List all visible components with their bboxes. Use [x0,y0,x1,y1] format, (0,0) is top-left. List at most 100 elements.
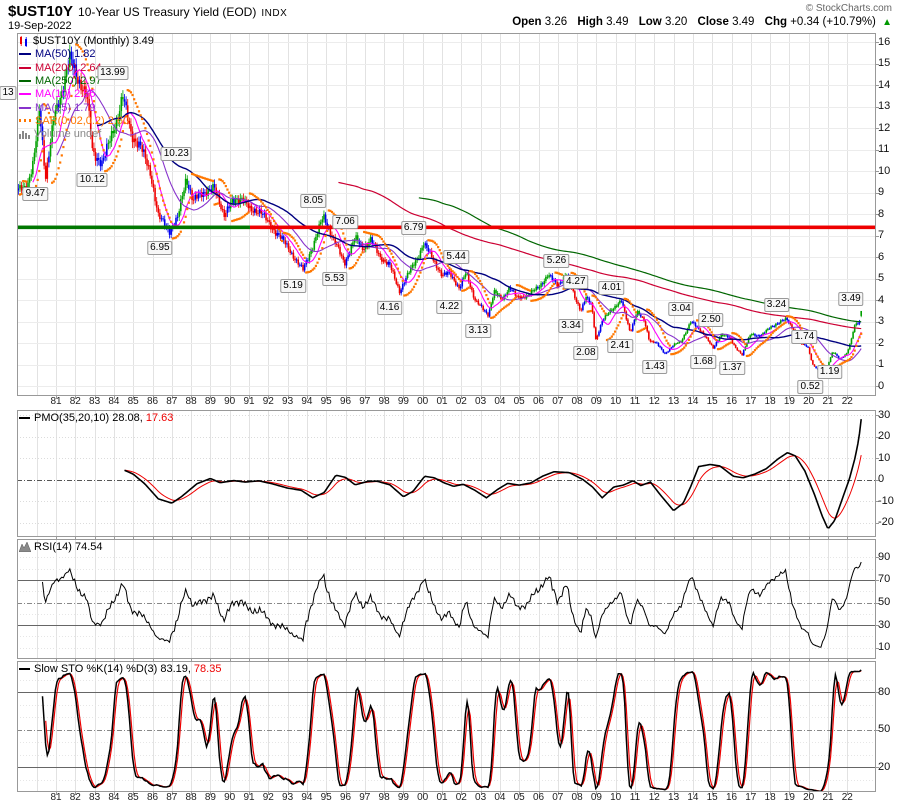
year-label: 86 [146,395,159,407]
year-label: 01 [436,395,448,407]
y-axis-label: 6 [878,250,885,263]
legend-item-sar00202: SAR(0.02,0.2) 2.60 [19,115,129,128]
year-label: 07 [552,792,564,803]
price-annotation: 5.26 [543,254,570,269]
year-label: 07 [552,395,564,407]
year-label: 82 [69,395,81,407]
y-axis-label: 20 [878,430,891,442]
legend-item-ma250: MA(250) 2.97 [19,75,102,88]
y-axis-label: 14 [878,78,891,91]
line-swatch-icon [19,106,31,109]
sto-d-value: 78.35 [193,663,222,675]
legend-item-ust10y: $UST10Y (Monthly) 3.49 [19,35,154,48]
mountain-icon [19,542,31,553]
year-label: 15 [706,792,718,803]
year-label: 89 [204,395,216,407]
line-swatch-icon [19,417,30,420]
year-label: 97 [359,792,371,803]
y-axis-label: 20 [878,760,891,773]
y-axis-label: 0 [878,473,885,485]
year-label: 97 [359,395,371,407]
year-label: 85 [127,395,139,407]
price-annotation: 1.74 [791,329,818,344]
line-swatch-icon [19,79,31,82]
close-value: 3.49 [732,16,755,28]
header: $UST10Y 10-Year US Treasury Yield (EOD) IN… [8,3,287,21]
legend-label: MA(50) 1.82 [35,48,96,61]
line-swatch-icon [19,668,30,671]
year-label: 90 [224,792,236,803]
year-label: 15 [706,395,718,407]
price-annotation: 4.16 [376,301,403,316]
y-axis-label: 10 [878,451,891,464]
year-label: 08 [571,395,583,407]
legend-label: MA(250) 2.97 [35,74,102,87]
year-label: 00 [417,792,429,803]
year-label: 83 [89,395,101,407]
y-axis-label: 12 [878,121,891,134]
y-axis-label: 30 [878,408,891,421]
candlestick-icon [20,35,27,47]
year-label: 03 [475,792,487,803]
price-annotation: 5.44 [443,250,469,265]
year-label: 09 [590,792,602,803]
year-label: 89 [204,792,216,803]
price-annotation: 3.04 [668,301,694,316]
year-label: 13 [668,792,680,803]
price-annotation: 5.19 [280,279,306,294]
price-annotation: 6.79 [400,221,427,236]
year-label: 88 [185,792,197,803]
legend-label: Volume undef [34,128,102,141]
year-label: 14 [687,792,699,803]
year-label: 12 [648,395,660,407]
year-label: 92 [262,792,274,803]
price-annotation: 3.49 [838,292,864,307]
year-label: 95 [320,792,332,803]
year-label: 18 [764,395,776,407]
year-label: 88 [185,395,197,407]
quote-line: Open 3.26 High 3.49 Low 3.20 Close 3.49 … [505,16,892,28]
y-axis-label: 0 [878,379,885,392]
sto-legend-label: Slow STO %K(14) %D(3) 83.19, [34,663,191,675]
legend-item-ma10: MA(10) 2.55 [19,88,96,101]
open-label: Open [512,16,542,28]
year-label: 87 [166,792,178,803]
pmo-legend: PMO(35,20,10) 28.08, 17.63 [19,412,173,425]
y-axis-label: 11 [878,143,890,155]
y-axis-label: 30 [878,618,891,631]
year-label: 19 [783,792,795,803]
y-axis-label: 13 [878,100,891,112]
chg-label: Chg [764,16,788,28]
price-annotation: 1.19 [816,365,843,380]
year-label: 98 [378,395,390,407]
price-annotation: 13.99 [97,66,129,81]
year-label: 91 [243,395,255,407]
year-label: 85 [127,792,139,803]
year-label: 21 [822,792,834,803]
left-edge-annotation: 13 [0,85,17,100]
year-label: 19 [783,395,795,407]
year-label: 91 [243,792,255,803]
year-label: 02 [455,792,467,803]
year-label: 04 [494,792,506,803]
year-label: 99 [397,792,409,803]
legend-item-ma25: MA(25) 1.79 [19,102,96,115]
y-axis-label: 50 [878,723,891,735]
price-annotation: 8.05 [300,194,327,209]
low-label: Low [638,16,662,28]
y-axis-label: 7 [878,229,885,241]
rsi-legend: RSI(14) 74.54 [19,541,102,554]
pmo-signal-value: 17.63 [145,412,174,424]
year-label: 94 [301,792,313,803]
price-annotation: 10.23 [160,147,192,162]
price-annotation: 3.13 [465,323,492,338]
year-label: 95 [320,395,332,407]
price-annotation: 5.53 [321,271,348,286]
y-axis-label: 80 [878,685,891,698]
legend-label: MA(200) 2.64 [35,61,102,74]
year-label: 98 [378,792,390,803]
year-label: 18 [764,792,776,803]
page-title: 10-Year US Treasury Yield (EOD) [78,5,257,19]
